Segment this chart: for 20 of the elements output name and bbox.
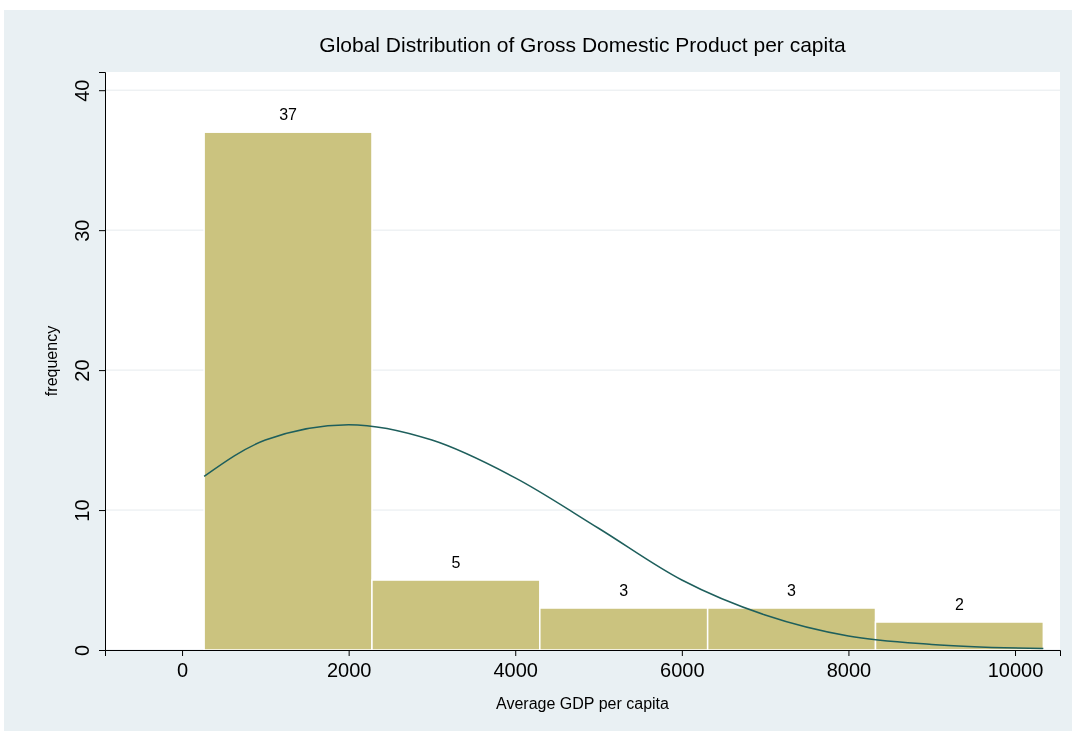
data-label: 37 — [279, 106, 298, 124]
x-tick-label: 6000 — [660, 659, 705, 681]
x-tick-label: 4000 — [493, 659, 538, 681]
line-series — [203, 423, 1045, 650]
x-tick-label: 2000 — [326, 659, 372, 681]
x-tick-label: 8000 — [826, 659, 872, 681]
y-tick-label: 40 — [71, 79, 93, 102]
data-label: 2 — [954, 596, 964, 614]
y-tick-label: 30 — [71, 219, 93, 242]
y-tick-label: 10 — [71, 499, 93, 522]
data-label: 5 — [451, 554, 461, 572]
data-label: 3 — [619, 582, 629, 600]
y-tick-label: 0 — [71, 644, 93, 657]
y-tick-label: 20 — [71, 359, 93, 382]
data-label: 3 — [787, 582, 797, 600]
chart-title: Global Distribution of Gross Domestic Product per capita — [319, 33, 847, 56]
y-axis-title: frequency — [43, 325, 60, 397]
x-tick-label: 0 — [176, 659, 189, 681]
x-axis-title: Average GDP per capita — [496, 695, 670, 712]
x-tick-label: 10000 — [987, 659, 1044, 681]
